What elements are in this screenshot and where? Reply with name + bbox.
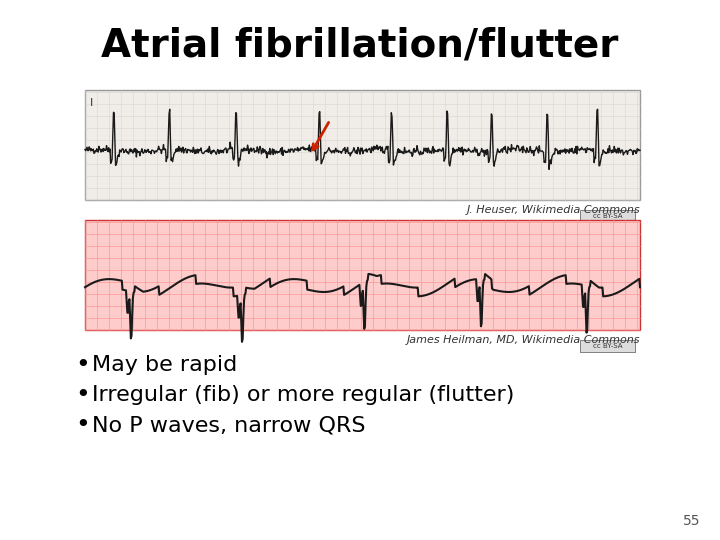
Text: Atrial fibrillation/flutter: Atrial fibrillation/flutter <box>102 26 618 64</box>
Text: •: • <box>75 353 90 377</box>
Text: •: • <box>75 383 90 407</box>
Text: I: I <box>90 98 94 108</box>
Text: 55: 55 <box>683 514 700 528</box>
Text: cc BY-SA: cc BY-SA <box>593 343 623 349</box>
Text: J. Heuser, Wikimedia Commons: J. Heuser, Wikimedia Commons <box>467 205 640 215</box>
Bar <box>85 90 640 200</box>
Bar <box>580 210 635 222</box>
Text: cc BY-SA: cc BY-SA <box>593 213 623 219</box>
Text: James Heilman, MD, Wikimedia Commons: James Heilman, MD, Wikimedia Commons <box>407 335 640 345</box>
Text: No P waves, narrow QRS: No P waves, narrow QRS <box>92 415 366 435</box>
Bar <box>85 220 640 330</box>
Text: Irregular (fib) or more regular (flutter): Irregular (fib) or more regular (flutter… <box>92 385 514 405</box>
Text: •: • <box>75 413 90 437</box>
Text: May be rapid: May be rapid <box>92 355 238 375</box>
Bar <box>580 340 635 352</box>
